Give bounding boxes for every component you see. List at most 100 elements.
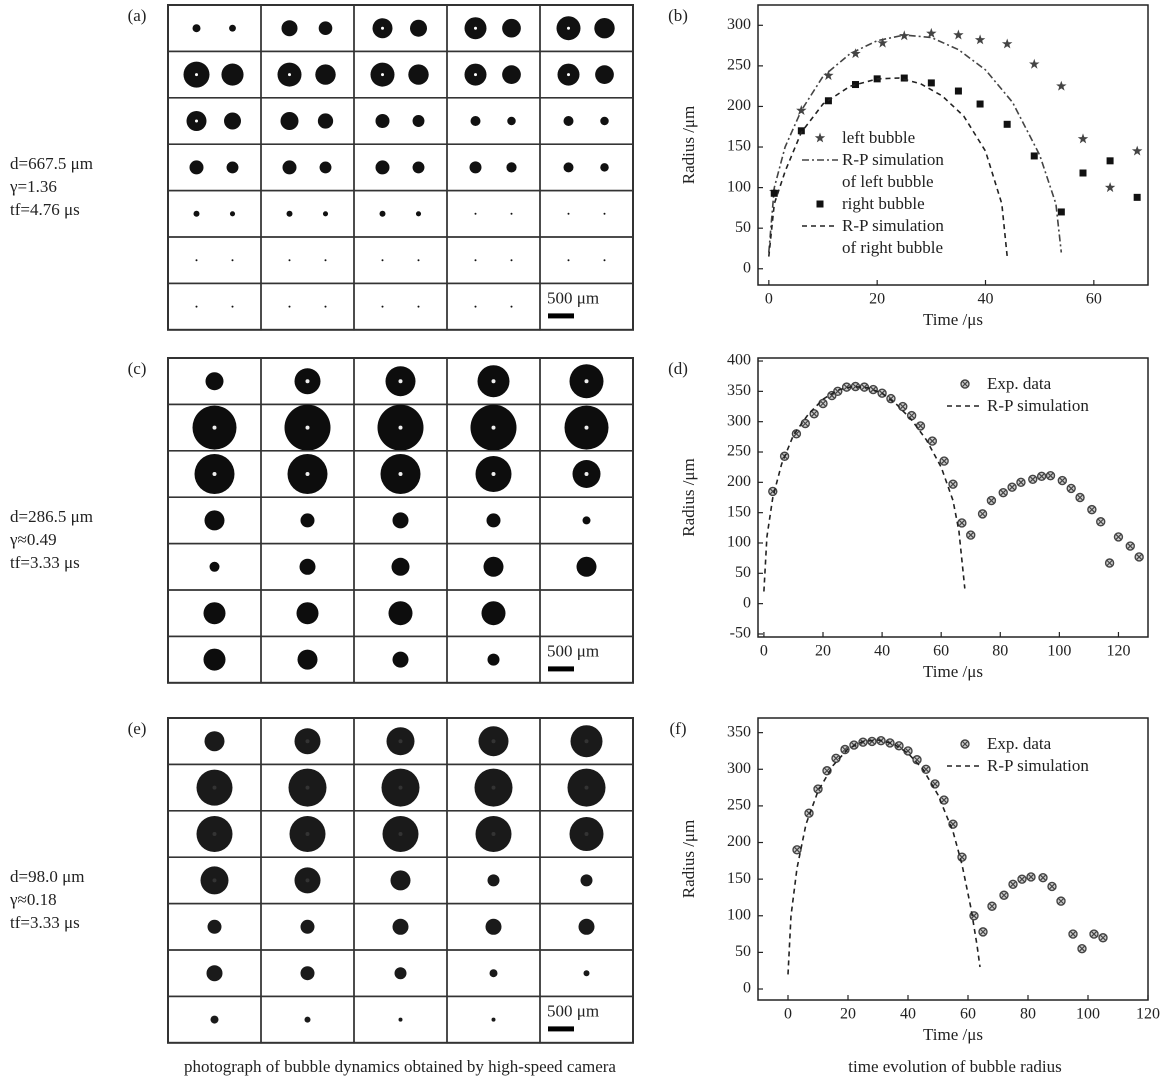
circle-x-marker [1026,872,1036,882]
bubble-center [305,785,310,790]
bubble [408,64,429,85]
bubble-center [584,832,589,836]
bubble-center [305,832,310,836]
marker-cross [967,531,975,539]
simulation-line [787,739,981,975]
circle-x-marker [898,401,908,412]
legend-symbol [802,159,838,161]
bubble-center [567,26,570,30]
bubble [583,970,590,977]
bubble-center [212,832,217,836]
circle-x-marker [1036,471,1047,481]
bubble [582,516,591,525]
circle-x-marker [1089,929,1099,939]
circle-x-marker [818,398,828,409]
panel-parameter: γ≈0.18 [9,890,57,909]
x-tick-label: 40 [900,1006,916,1023]
circle-x-marker [1098,933,1108,943]
marker-cross [1106,559,1114,567]
star-marker [953,29,964,40]
marker-cross [841,746,849,753]
circle-x-marker [960,379,970,389]
panel-parameter: tf=4.76 μs [10,200,80,219]
marker-cross [1058,477,1066,484]
bubble-center [381,26,384,30]
bubble [580,874,593,887]
bubble [381,305,384,308]
panel-parameter: d=98.0 μm [10,867,84,886]
bubble-center [195,119,198,123]
circle-x-marker [977,509,988,519]
marker-cross [913,756,921,764]
circle-x-marker [886,393,896,404]
panel-label: (f) [670,719,687,738]
bubble [226,161,239,174]
square-marker [1133,193,1141,201]
scale-bar-label: 500 μm [547,288,599,307]
bubble [474,212,477,215]
plot-frame [757,357,1149,638]
legend-label: R-P simulation of left bubble [842,150,944,191]
bubble [510,259,513,262]
circle-x-marker [915,421,926,431]
legend-symbol [947,405,983,407]
circle-x-marker [960,739,970,749]
legend-entry: Exp. data [943,733,1143,755]
circle-x-marker [792,845,802,855]
panel-label: (a) [128,6,147,25]
bubble [322,211,329,217]
square-marker [797,127,805,135]
bubble [474,259,477,262]
y-tick-label: 200 [727,473,751,490]
x-tick-label: 120 [1136,1006,1160,1023]
marker-cross [1067,484,1075,492]
bubble [189,160,204,175]
marker-cross [1078,945,1086,953]
x-tick-label: 80 [992,643,1008,660]
legend-entry: Exp. data [943,373,1143,395]
y-tick-label: 250 [727,797,751,814]
star-marker [1029,58,1040,69]
panel-parameter: d=286.5 μm [10,507,93,526]
marker-cross [801,420,809,427]
x-tick-label: 120 [1106,643,1130,660]
x-tick-label: 0 [760,643,768,660]
marker-cross [868,738,876,745]
bubble-center [381,73,384,77]
photo-grid-frame [167,4,634,331]
bubble-center [195,73,198,77]
circle-x-marker [809,409,819,419]
legend-symbol [947,765,983,767]
square-marker [900,74,908,82]
star-marker [877,37,888,48]
y-tick-label: 400 [727,352,751,369]
bubble [221,63,244,86]
marker-cross [1076,494,1084,501]
marker-cross [979,928,987,936]
bubble [203,602,226,625]
legend-label: R-P simulation of right bubble [842,216,944,257]
bubble [286,210,293,217]
bubble [288,305,291,308]
bubble-center [491,425,496,430]
marker-cross [843,383,851,391]
marker-cross [1008,483,1016,491]
y-tick-label: 0 [743,259,751,276]
legend-symbol [816,200,824,208]
marker-cross [949,480,957,488]
circle-x-marker [927,436,938,446]
plot-frame [757,4,1149,286]
marker-cross [869,386,877,393]
panel-label: (b) [668,6,688,25]
circle-x-marker [903,746,913,756]
bubble [207,919,222,934]
circle-x-marker [912,755,922,765]
simulation-line [768,34,1063,253]
scale-bar [548,1026,574,1032]
bubble [304,1016,311,1023]
star-marker [1131,145,1143,156]
plot-frame [757,717,1149,1001]
square-marker [954,87,962,95]
x-tick-label: 0 [784,1006,792,1023]
